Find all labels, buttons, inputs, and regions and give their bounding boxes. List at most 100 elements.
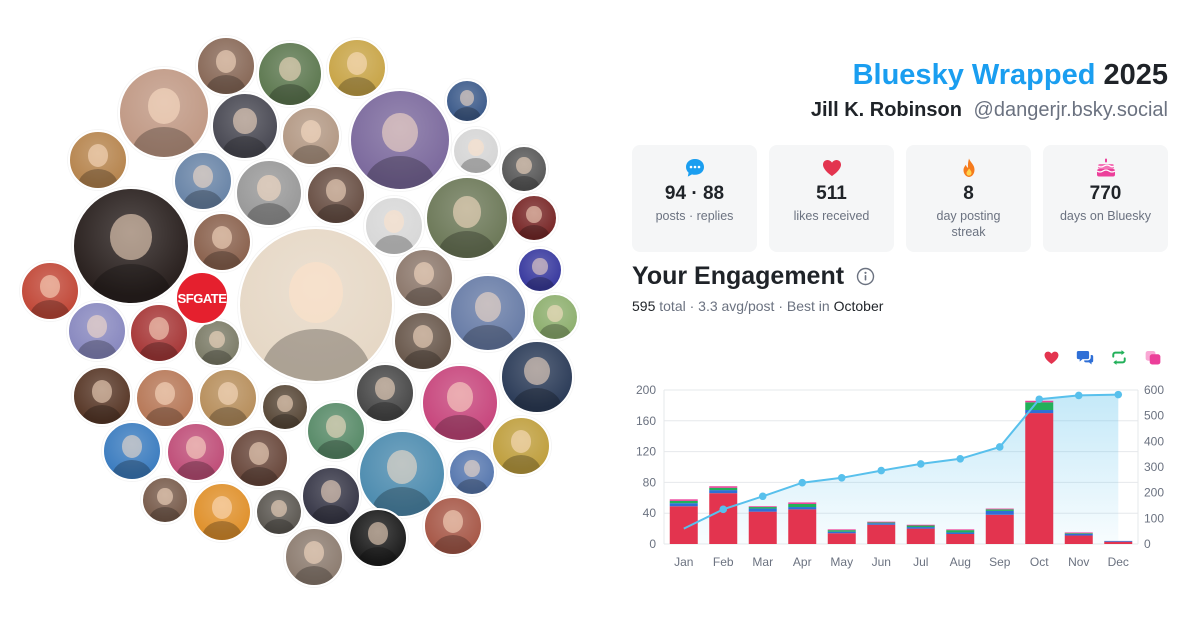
avatar[interactable] [257, 41, 323, 107]
x-tick-label: Apr [793, 555, 812, 569]
avatar[interactable] [364, 196, 424, 256]
avatar-face [474, 292, 502, 322]
avatar[interactable] [306, 401, 366, 461]
avatar-shoulders [76, 339, 118, 359]
avatar[interactable] [449, 274, 527, 352]
y-tick-label: 120 [636, 445, 656, 459]
y2-tick-label: 400 [1144, 434, 1164, 448]
avatar[interactable] [394, 248, 454, 308]
avatar[interactable] [211, 92, 279, 160]
avatar[interactable] [500, 340, 574, 414]
y-tick-label: 80 [643, 475, 657, 489]
bar-segment [1104, 541, 1133, 544]
bar-segment [946, 532, 975, 534]
avatar-face [277, 394, 293, 413]
avatar[interactable] [491, 416, 551, 476]
avatar-shoulders [290, 144, 332, 164]
avatar[interactable] [510, 194, 558, 242]
bar-segment [748, 506, 777, 508]
avatar[interactable] [327, 38, 387, 98]
likes-legend-heart-icon[interactable] [1040, 347, 1062, 367]
avatar-face [87, 144, 109, 167]
avatar[interactable] [349, 89, 451, 191]
avatar[interactable] [193, 319, 241, 367]
avatar[interactable] [448, 448, 496, 496]
avatar[interactable] [102, 421, 162, 481]
reposts-legend-arrows-icon[interactable] [1108, 347, 1130, 367]
user-line: Jill K. Robinson @dangerjr.bsky.social [811, 96, 1168, 124]
stat-value: 94 · 88 [664, 183, 725, 204]
avatar[interactable] [192, 482, 252, 542]
quotes-legend-squares-icon[interactable] [1142, 347, 1164, 367]
avatar-shoulders [221, 136, 269, 158]
avatar[interactable] [531, 293, 579, 341]
avatar-face [39, 275, 61, 298]
user-handle[interactable]: @dangerjr.bsky.social [973, 99, 1168, 121]
replies-legend-bubble-icon[interactable] [1074, 347, 1096, 367]
separator: · [689, 298, 695, 314]
x-tick-label: Jun [872, 555, 891, 569]
avatar[interactable] [421, 364, 499, 442]
avatar-face [192, 165, 214, 188]
avatar-shoulders [461, 324, 515, 350]
avatar[interactable] [281, 106, 341, 166]
stat-card-posts: 94 · 88 posts · replies [632, 145, 757, 252]
fire-icon [906, 157, 1031, 179]
bar-segment [709, 487, 738, 491]
avatar[interactable] [306, 165, 366, 225]
avatar[interactable] [118, 67, 210, 159]
avatar[interactable] [196, 36, 256, 96]
avatar-shoulders [182, 189, 224, 209]
avatar-face [510, 430, 532, 453]
avatar[interactable] [192, 212, 252, 272]
avatar[interactable] [284, 527, 344, 587]
avatar-shoulders [77, 168, 119, 188]
cumulative-point [956, 454, 965, 463]
avatar-face [374, 377, 396, 400]
avatar-face [233, 108, 257, 134]
bar-segment [906, 525, 935, 528]
avatar[interactable] [423, 496, 483, 556]
y2-tick-label: 100 [1144, 511, 1164, 525]
bar-segment [946, 530, 975, 533]
avatar[interactable] [393, 311, 453, 371]
avatar[interactable] [229, 428, 289, 488]
avatar[interactable] [235, 159, 303, 227]
bar-segment [669, 506, 698, 544]
avatar[interactable] [301, 466, 361, 526]
avatar[interactable] [141, 476, 189, 524]
cumulative-point [916, 460, 925, 468]
avatar[interactable] [255, 488, 303, 536]
avatar-face [346, 52, 368, 75]
avatar[interactable] [425, 176, 509, 260]
avatar[interactable] [500, 145, 548, 193]
avatar[interactable] [135, 368, 195, 428]
avatar[interactable] [445, 79, 489, 123]
avatar[interactable] [452, 127, 500, 175]
avatar[interactable] [72, 366, 132, 426]
avatar-shoulders [207, 406, 249, 426]
avatar[interactable] [173, 151, 233, 211]
avatar[interactable] [68, 130, 128, 190]
avatar[interactable] [166, 422, 226, 482]
avatar-shoulders [518, 225, 550, 240]
y-tick-label: 40 [643, 506, 657, 520]
avatar[interactable] [67, 301, 127, 361]
avatar-shoulders [238, 466, 280, 486]
avatar[interactable] [20, 261, 80, 321]
avatar[interactable] [261, 383, 309, 431]
engagement-heading: Your Engagement [632, 262, 875, 291]
avatar-shoulders [438, 230, 496, 258]
avatar[interactable] [517, 247, 563, 293]
avatar[interactable] [198, 368, 258, 428]
avatar[interactable] [355, 363, 415, 423]
info-icon[interactable] [856, 267, 875, 286]
x-tick-label: Feb [713, 555, 734, 569]
avatar-shoulders [267, 83, 313, 105]
avatar[interactable] [72, 187, 190, 305]
avatar-face [185, 436, 207, 459]
avatar[interactable] [238, 227, 394, 383]
avatar-shoulders [402, 349, 444, 369]
avatar[interactable] [348, 508, 408, 568]
cumulative-point [877, 466, 886, 475]
